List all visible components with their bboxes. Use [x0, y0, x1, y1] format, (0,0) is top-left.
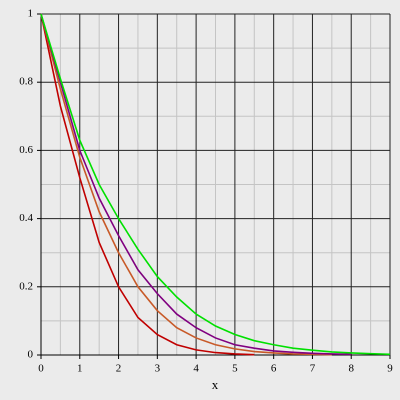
y-tick-label: 1 [28, 8, 34, 20]
x-tick-label: 4 [193, 363, 199, 375]
x-tick-label: 9 [387, 363, 393, 375]
x-tick-label: 7 [310, 363, 316, 375]
y-tick-label: 0.4 [19, 212, 33, 224]
y-tick-label: 0.2 [19, 280, 33, 292]
x-tick-label: 1 [77, 363, 83, 375]
x-tick-label: 6 [271, 363, 277, 375]
line [40, 13, 255, 356]
x-tick-label: 0 [38, 363, 44, 375]
x-tick-label: 3 [155, 363, 161, 375]
x-tick-label: 5 [232, 363, 238, 375]
x-tick-label: 2 [116, 363, 122, 375]
line [40, 13, 332, 356]
line [40, 13, 352, 356]
y-tick-label: 0.8 [19, 76, 33, 88]
x-tick-label: 8 [348, 363, 354, 375]
y-tick-label: 0.6 [19, 144, 33, 156]
y-tick-label: 0 [28, 349, 34, 361]
line [40, 13, 391, 356]
x-axis-label: x [212, 377, 219, 392]
